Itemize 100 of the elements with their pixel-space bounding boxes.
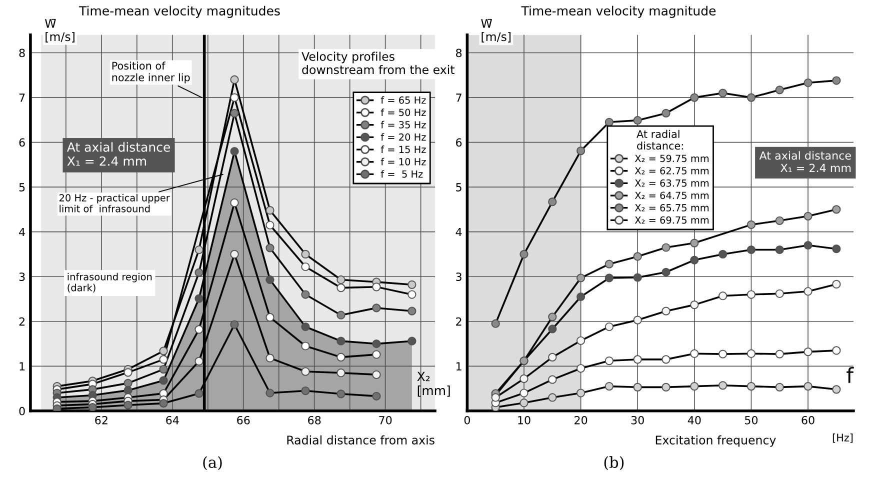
point	[230, 320, 239, 329]
point	[266, 220, 274, 230]
y-tick-label: 1	[20, 362, 25, 370]
point	[662, 306, 670, 316]
point	[266, 388, 274, 398]
point	[301, 290, 310, 299]
y-tick-label: 5	[456, 183, 462, 192]
point	[301, 367, 310, 376]
point	[336, 352, 346, 362]
point	[746, 290, 756, 299]
annotation: Velocity profiles downstream from the exit	[302, 52, 454, 74]
x-axis-title: Radial distance from axis	[287, 435, 434, 444]
point	[775, 216, 784, 225]
point	[804, 382, 812, 391]
point	[372, 304, 381, 312]
point	[633, 355, 642, 364]
legend-label: X₂ = 59.75 mm	[634, 154, 709, 162]
point	[372, 350, 381, 359]
point	[832, 76, 841, 85]
point	[604, 322, 614, 332]
point	[746, 382, 756, 391]
point	[548, 198, 557, 206]
point	[633, 273, 642, 282]
point	[301, 262, 310, 272]
point	[491, 319, 500, 328]
point	[230, 250, 239, 259]
x-axis-title: Excitation frequency	[656, 435, 776, 447]
point	[576, 146, 586, 156]
point	[230, 146, 239, 156]
point	[266, 354, 274, 362]
y-tick-label: 8	[456, 48, 462, 58]
y-axis-title: W̄ [m/s]	[481, 18, 511, 43]
legend-label: f = 50 Hz	[380, 108, 426, 116]
x-tick-label: 40	[688, 416, 701, 424]
point	[301, 250, 310, 259]
text: (b)	[604, 456, 624, 470]
point	[604, 260, 614, 268]
y-tick-label: 8	[19, 48, 25, 58]
y-tick-label: 4	[456, 228, 462, 236]
point	[604, 356, 614, 366]
point	[194, 389, 204, 398]
point	[832, 205, 841, 214]
text: [Hz]	[832, 433, 853, 443]
point	[520, 374, 528, 383]
point	[633, 252, 642, 261]
legend-title: At radial distance:	[636, 130, 683, 150]
point	[230, 198, 239, 208]
point	[662, 268, 670, 276]
point	[159, 376, 168, 385]
point	[159, 399, 168, 408]
point	[230, 75, 239, 84]
x-tick-label: 68	[308, 416, 321, 424]
point	[718, 381, 728, 390]
point	[159, 355, 168, 364]
point	[491, 393, 500, 402]
point	[548, 312, 557, 322]
point	[520, 250, 528, 259]
legend-label: f = 15 Hz	[380, 146, 426, 154]
legend-label: X₂ = 64.75 mm	[634, 192, 709, 200]
y-tick-label: 3	[19, 272, 25, 281]
point	[124, 386, 132, 395]
point	[88, 403, 97, 411]
point	[520, 388, 528, 398]
point	[718, 292, 728, 300]
x-tick-label: 30	[631, 416, 644, 424]
x-tick-label: 10	[518, 416, 530, 424]
x-tick-label: 62	[95, 416, 108, 424]
point	[662, 108, 670, 118]
point	[832, 280, 841, 289]
point	[372, 282, 381, 292]
legend-label: f = 20 Hz	[380, 133, 426, 141]
point	[633, 316, 642, 324]
point	[408, 280, 416, 289]
point	[775, 289, 784, 298]
point	[775, 382, 784, 392]
y-tick-label: 1	[456, 362, 462, 370]
y-tick-label: 7	[19, 94, 25, 102]
ref-line-label: Position of nozzle inner lip	[112, 62, 190, 84]
point	[124, 368, 132, 377]
legend-label: X₂ = 69.75 mm	[634, 216, 709, 224]
y-tick-label: 6	[19, 138, 25, 147]
point	[690, 238, 699, 248]
point	[266, 244, 274, 252]
point	[230, 108, 239, 118]
annotation: At axial distance X₁ = 2.4 mm	[66, 142, 170, 166]
y-tick-label: 5	[19, 183, 25, 192]
point	[408, 336, 416, 346]
point	[604, 274, 614, 282]
point	[336, 283, 346, 292]
annotation: At axial distance X₁ = 2.4 mm	[759, 151, 851, 172]
point	[604, 118, 614, 126]
point	[336, 310, 346, 320]
x-tick-label: 70	[379, 416, 392, 424]
point	[336, 275, 346, 284]
point	[336, 390, 346, 398]
legend-label: X₂ = 63.75 mm	[634, 179, 709, 187]
point	[662, 243, 670, 252]
point	[662, 355, 670, 364]
point	[194, 356, 204, 366]
point	[718, 250, 728, 259]
